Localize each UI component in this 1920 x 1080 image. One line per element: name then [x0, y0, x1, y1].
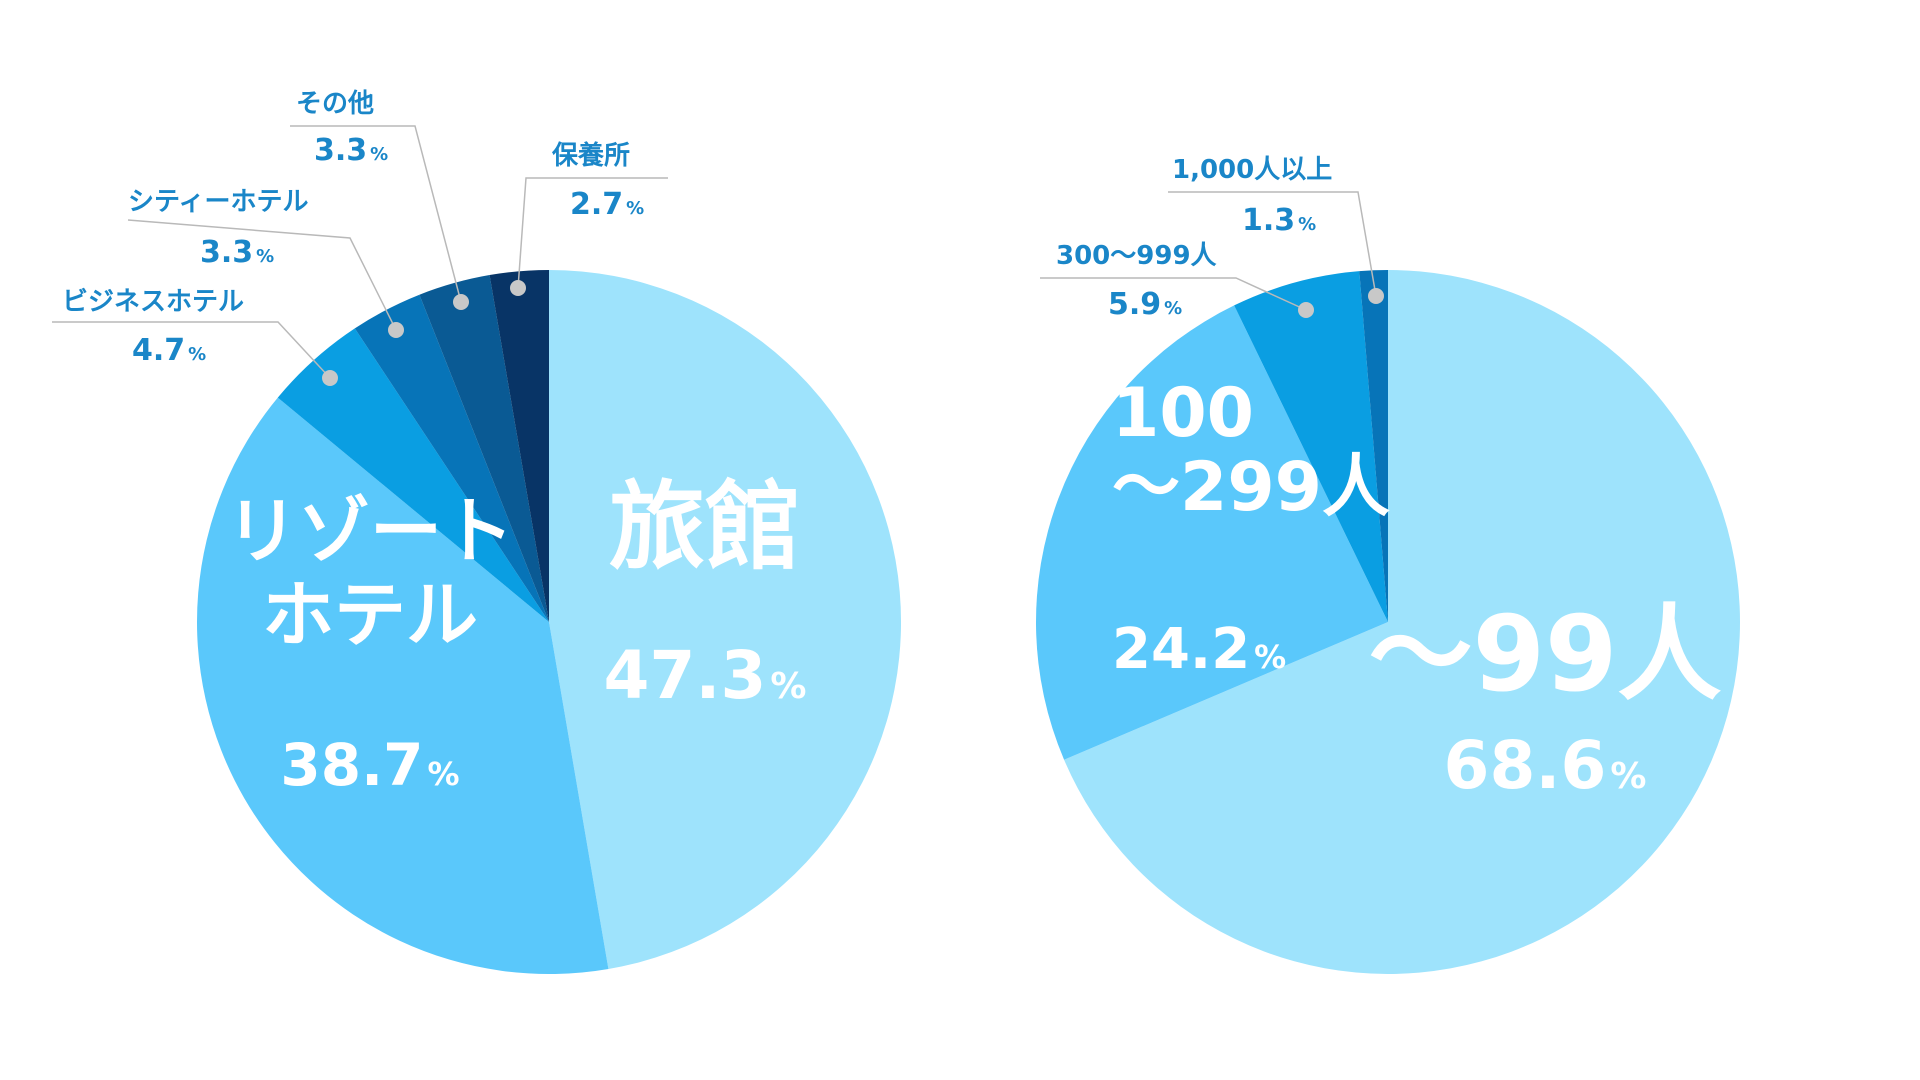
leader-dot	[453, 294, 469, 310]
leader-line	[1040, 277, 1307, 311]
slice-value-label: 38.7%	[280, 731, 459, 799]
slice-value-label: 47.3%	[604, 637, 807, 714]
leader-line	[1168, 191, 1377, 297]
slice-name-label: 〜299人	[1112, 448, 1390, 527]
pie-slice	[1359, 270, 1388, 622]
slice-name-label: ホテル	[262, 573, 478, 657]
slice-name-label: シティーホテル	[128, 187, 308, 217]
leader-line	[52, 321, 331, 379]
leader-line	[127, 219, 397, 331]
pie-slice	[1234, 271, 1388, 622]
leader-line	[290, 125, 462, 303]
slice-value-label: 3.3%	[314, 133, 388, 168]
slice-name-label: 100	[1112, 374, 1254, 453]
slice-name-label: 保養所	[551, 141, 630, 171]
slice-name-label: リゾート	[226, 489, 514, 573]
pie-slice	[1064, 270, 1741, 974]
slice-name-label: 〜99人	[1369, 593, 1722, 715]
leader-dot	[1298, 302, 1314, 318]
slice-name-label: 300〜999人	[1056, 241, 1217, 271]
slice-value-label: 1.3%	[1242, 203, 1316, 238]
pie-slice	[354, 294, 549, 622]
slice-name-label: 旅館	[609, 471, 801, 583]
pie-slice	[277, 328, 549, 622]
slice-name-label: ビジネスホテル	[62, 287, 244, 317]
slice-value-label: 2.7%	[570, 187, 644, 222]
slice-value-label: 5.9%	[1108, 287, 1182, 322]
slice-name-label: 1,000人以上	[1172, 155, 1332, 185]
pie-slice	[197, 397, 609, 975]
leader-dot	[388, 322, 404, 338]
pie-slice	[419, 275, 549, 622]
leader-line	[517, 177, 668, 289]
pie-slice	[1036, 305, 1388, 760]
slice-value-label: 24.2%	[1112, 617, 1286, 682]
slice-value-label: 4.7%	[132, 333, 206, 368]
pie-slice	[489, 270, 549, 622]
slice-value-label: 68.6%	[1444, 727, 1647, 804]
leader-dot	[322, 370, 338, 386]
slice-name-label: その他	[296, 89, 374, 119]
leader-dot	[510, 280, 526, 296]
pie-chart-employee-count: 〜99人 68.6 % 100〜299人 24.2 % 300〜999人 5.9 % 1,000人…	[1036, 155, 1741, 974]
pie-slice	[549, 270, 902, 969]
leader-dot	[1368, 288, 1384, 304]
slice-value-label: 3.3%	[200, 235, 274, 270]
